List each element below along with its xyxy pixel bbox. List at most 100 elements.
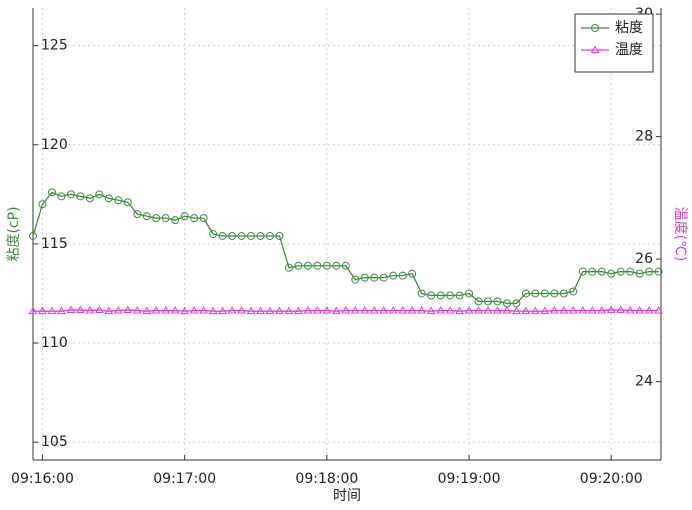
marker <box>341 261 350 270</box>
marker <box>47 306 57 315</box>
x-tick-label: 09:19:00 <box>438 471 501 487</box>
marker <box>199 306 208 314</box>
marker <box>455 306 464 315</box>
marker <box>549 306 559 314</box>
y2-tick-label: 24 <box>635 374 653 390</box>
marker <box>455 291 464 300</box>
marker <box>626 267 635 276</box>
marker <box>417 289 426 298</box>
marker <box>474 306 483 314</box>
marker <box>332 261 341 270</box>
marker <box>180 306 190 315</box>
marker <box>398 271 407 280</box>
marker <box>407 306 417 314</box>
marker <box>559 306 569 314</box>
legend-box <box>574 13 654 73</box>
marker <box>360 273 369 282</box>
marker <box>426 306 436 315</box>
marker <box>550 289 559 298</box>
marker <box>398 306 408 314</box>
marker <box>588 267 597 276</box>
marker <box>29 231 37 240</box>
marker <box>578 267 587 276</box>
marker <box>94 305 104 313</box>
marker <box>152 214 161 223</box>
legend-marker <box>590 45 600 53</box>
marker <box>190 214 199 223</box>
marker <box>38 306 47 315</box>
marker <box>635 269 644 278</box>
marker <box>265 231 274 240</box>
marker <box>113 306 123 314</box>
marker <box>104 306 114 315</box>
legend-label: 粘度 <box>615 20 643 36</box>
marker <box>436 306 445 314</box>
y-tick-label: 120 <box>41 137 68 153</box>
marker <box>313 306 322 314</box>
marker <box>644 306 654 314</box>
marker <box>417 306 427 314</box>
marker <box>170 306 180 314</box>
marker <box>227 306 237 314</box>
marker <box>351 275 360 284</box>
marker <box>123 198 132 207</box>
marker <box>531 306 540 315</box>
x-tick-label: 09:17:00 <box>153 471 216 487</box>
marker <box>218 306 227 315</box>
marker <box>284 263 293 272</box>
marker <box>209 230 218 238</box>
marker <box>265 306 275 315</box>
marker <box>66 190 75 199</box>
marker <box>85 194 94 203</box>
marker <box>512 306 521 315</box>
marker <box>189 306 199 314</box>
marker <box>597 267 606 276</box>
marker <box>275 306 284 315</box>
marker <box>540 289 549 298</box>
marker <box>654 306 664 314</box>
marker <box>445 306 455 314</box>
marker <box>85 306 95 314</box>
marker <box>322 306 332 314</box>
marker <box>379 306 389 314</box>
marker <box>256 231 265 240</box>
marker <box>161 214 170 223</box>
marker <box>114 196 123 205</box>
marker <box>408 269 417 278</box>
legend-label: 温度 <box>615 42 643 58</box>
marker <box>76 305 85 313</box>
marker <box>256 306 265 315</box>
marker <box>228 231 237 240</box>
marker <box>76 192 85 201</box>
marker <box>350 306 360 314</box>
marker <box>66 305 76 313</box>
marker <box>379 273 388 282</box>
marker <box>635 306 645 314</box>
marker <box>606 305 616 313</box>
marker <box>616 305 626 313</box>
marker <box>369 306 379 314</box>
x-tick-label: 09:16:00 <box>11 471 74 487</box>
marker <box>654 267 663 276</box>
x-tick-label: 09:18:00 <box>295 471 358 487</box>
marker <box>104 194 113 203</box>
marker <box>597 306 607 314</box>
marker <box>28 306 38 315</box>
marker <box>151 306 161 314</box>
marker <box>625 306 635 314</box>
marker <box>484 297 493 306</box>
marker <box>521 306 531 315</box>
marker <box>436 291 445 300</box>
y2-axis-label: 温度(℃) <box>672 207 688 262</box>
y-tick-label: 115 <box>41 236 68 252</box>
legend-marker <box>591 24 599 32</box>
marker <box>493 306 502 314</box>
marker <box>587 306 597 314</box>
y-tick-label: 110 <box>41 335 68 351</box>
marker <box>199 214 208 223</box>
y2-tick-label: 26 <box>635 251 653 267</box>
marker <box>313 261 322 270</box>
marker <box>464 306 474 314</box>
